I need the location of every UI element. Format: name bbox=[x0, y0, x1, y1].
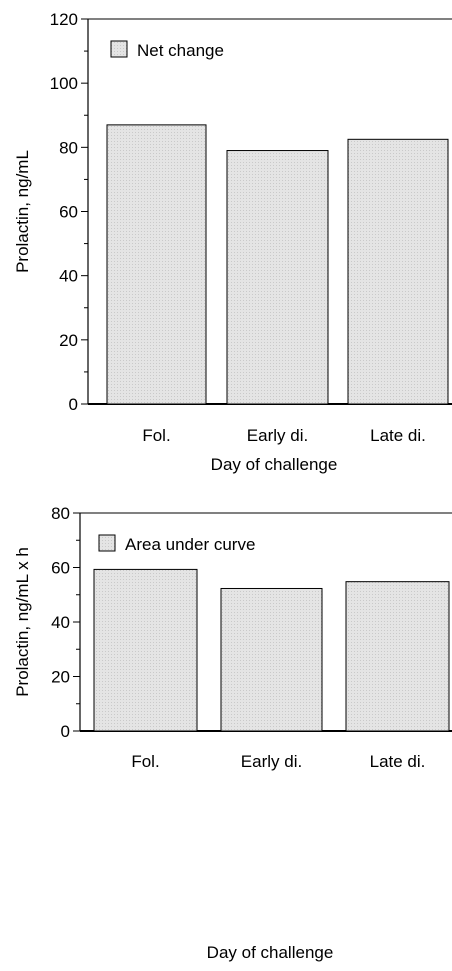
y-tick-label: 100 bbox=[50, 74, 78, 93]
bar-fol bbox=[106, 124, 207, 405]
x-axis-title: Day of challenge bbox=[211, 455, 338, 474]
y-tick-label: 20 bbox=[59, 331, 78, 350]
x-tick-label: Fol. bbox=[131, 752, 159, 771]
net-change-chart: 0 20 40 60 80 100 120 Fol. Early di. Late di. Day … bbox=[13, 10, 452, 474]
y-tick-label: 20 bbox=[51, 668, 70, 687]
legend-swatch bbox=[110, 40, 128, 58]
x-tick-label: Late di. bbox=[370, 752, 426, 771]
y-tick-label: 0 bbox=[69, 395, 78, 414]
y-tick-label: 120 bbox=[50, 10, 78, 29]
bar-early-di bbox=[226, 150, 329, 405]
x-axis-title: Day of challenge bbox=[207, 943, 334, 962]
bar-fol bbox=[93, 568, 198, 732]
x-tick-label: Fol. bbox=[142, 426, 170, 445]
area-under-curve-chart: 0 20 40 60 80 Fol. Early di. Late di. Day of cha… bbox=[13, 504, 452, 962]
x-tick-label: Early di. bbox=[247, 426, 308, 445]
legend-swatch bbox=[98, 534, 116, 552]
bar-late-di bbox=[347, 138, 449, 405]
y-tick-label: 60 bbox=[59, 203, 78, 222]
y-tick-label: 80 bbox=[51, 504, 70, 523]
x-tick-label: Early di. bbox=[241, 752, 302, 771]
y-tick-label: 60 bbox=[51, 559, 70, 578]
y-tick-label: 80 bbox=[59, 138, 78, 157]
legend-label: Net change bbox=[137, 41, 224, 60]
y-tick-label: 0 bbox=[61, 722, 70, 741]
legend-label: Area under curve bbox=[125, 535, 255, 554]
bar-early-di bbox=[220, 587, 323, 732]
y-tick-label: 40 bbox=[59, 267, 78, 286]
bar-late-di bbox=[345, 581, 450, 732]
y-tick-label: 40 bbox=[51, 613, 70, 632]
y-axis-title: Prolactin, ng/mL x h bbox=[13, 547, 32, 697]
y-axis-title: Prolactin, ng/mL bbox=[13, 150, 32, 273]
x-tick-label: Late di. bbox=[370, 426, 426, 445]
